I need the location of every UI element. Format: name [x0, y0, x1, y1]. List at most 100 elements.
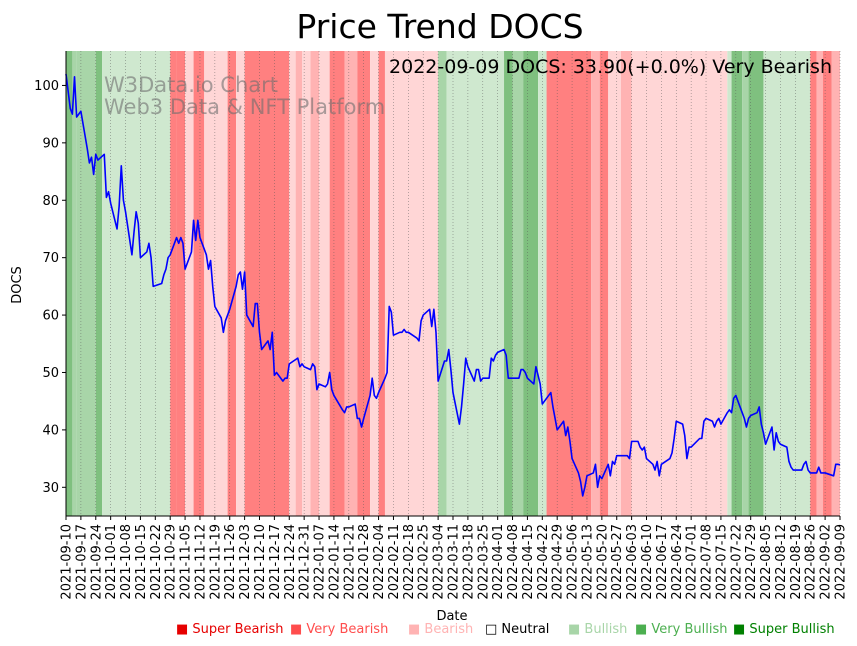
x-tick-label: 2022-08-26 [804, 524, 819, 600]
sentiment-band [810, 51, 817, 516]
sentiment-band [102, 51, 171, 516]
x-tick-label: 2022-03-04 [432, 524, 447, 600]
chart-title: Price Trend DOCS [296, 7, 583, 46]
x-tick-label: 2021-12-10 [253, 524, 268, 600]
x-tick-label: 2022-04-01 [491, 524, 506, 600]
sentiment-band [72, 51, 77, 516]
legend-item: ■ Very Bearish [290, 622, 388, 637]
x-tick-label: 2021-12-17 [268, 524, 283, 600]
sentiment-band [748, 51, 764, 516]
x-tick-label: 2022-01-07 [313, 524, 328, 600]
sentiment-band [302, 51, 311, 516]
x-tick-label: 2022-06-10 [640, 524, 655, 600]
sentiment-band [816, 51, 823, 516]
y-tick-label: 70 [42, 251, 59, 266]
x-tick-label: 2021-12-31 [298, 524, 313, 600]
sentiment-band [608, 51, 621, 516]
x-tick-label: 2022-08-05 [759, 524, 774, 600]
x-tick-label: 2022-05-27 [610, 524, 625, 600]
sentiment-band [244, 51, 251, 516]
sentiment-band [631, 51, 728, 516]
y-axis-ticks: 30 40 50 60 70 80 90 100 [34, 79, 66, 496]
sentiment-band [378, 51, 385, 516]
x-tick-label: 2021-11-19 [208, 524, 223, 600]
x-tick-label: 2022-07-29 [744, 524, 759, 600]
legend-item: ■ Super Bullish [733, 622, 835, 637]
sentiment-band [289, 51, 296, 516]
y-tick-label: 40 [42, 423, 59, 438]
x-tick-label: 2022-06-17 [655, 524, 670, 600]
x-tick-label: 2022-02-18 [402, 524, 417, 600]
sentiment-band [538, 51, 547, 516]
sentiment-band [435, 51, 439, 516]
x-tick-label: 2021-10-15 [134, 524, 149, 600]
x-tick-label: 2022-02-04 [372, 524, 387, 600]
legend-item: ■ Very Bullish [635, 622, 727, 637]
x-tick-label: 2022-03-18 [461, 524, 476, 600]
legend-item: ■ Bullish [568, 622, 627, 637]
y-tick-label: 100 [34, 79, 59, 94]
sentiment-band [504, 51, 513, 516]
sentiment-band [193, 51, 205, 516]
sentiment-band [357, 51, 371, 516]
x-tick-label: 2021-11-12 [193, 524, 208, 600]
x-tick-label: 2021-12-24 [283, 524, 298, 600]
x-tick-label: 2022-04-08 [506, 524, 521, 600]
x-tick-label: 2022-04-15 [521, 524, 536, 600]
sentiment-band [763, 51, 811, 516]
sentiment-band [512, 51, 524, 516]
sentiment-band [446, 51, 505, 516]
sentiment-band [546, 51, 592, 516]
x-tick-label: 2021-12-03 [238, 524, 253, 600]
x-tick-label: 2022-05-20 [595, 524, 610, 600]
y-axis-label: DOCS [10, 266, 25, 304]
x-tick-label: 2022-01-21 [342, 524, 357, 600]
sentiment-band [66, 51, 73, 516]
vertical-gridlines [65, 51, 841, 516]
x-tick-label: 2021-10-08 [119, 524, 134, 600]
sentiment-band [250, 51, 290, 516]
sentiment-band [227, 51, 237, 516]
x-axis-label: Date [436, 609, 467, 624]
y-tick-label: 50 [42, 366, 59, 381]
x-tick-label: 2022-07-08 [700, 524, 715, 600]
y-tick-label: 60 [42, 309, 59, 324]
x-axis-ticks: 2021-09-10 2021-09-17 2021-09-24 2021-10-01… [60, 516, 849, 600]
sentiment-band [319, 51, 330, 516]
x-tick-label: 2022-09-09 [834, 524, 849, 600]
x-tick-label: 2021-10-01 [104, 524, 119, 600]
sentiment-band [822, 51, 832, 516]
x-tick-label: 2022-02-25 [417, 524, 432, 600]
watermark: W3Data.io Chart Web3 Data & NFT Platform [104, 73, 385, 119]
sentiment-band [236, 51, 245, 516]
x-tick-label: 2022-09-02 [819, 524, 834, 600]
sentiment-band [438, 51, 447, 516]
sentiment-band [370, 51, 379, 516]
sentiment-band [170, 51, 177, 516]
price-series [65, 73, 841, 497]
legend-item: □ Neutral [485, 622, 549, 637]
sentiment-band [295, 51, 303, 516]
y-tick-label: 80 [42, 194, 59, 209]
x-tick-label: 2022-03-11 [447, 524, 462, 600]
x-tick-label: 2022-04-22 [536, 524, 551, 600]
x-tick-label: 2021-09-17 [74, 524, 89, 600]
sentiment-band [310, 51, 320, 516]
x-tick-label: 2022-06-24 [670, 524, 685, 600]
status-text: 2022-09-09 DOCS: 33.90(+0.0%) Very Beari… [389, 56, 832, 78]
x-tick-label: 2021-09-10 [60, 524, 75, 600]
x-tick-label: 2022-03-25 [476, 524, 491, 600]
sentiment-band [742, 51, 749, 516]
sentiment-band [329, 51, 345, 516]
y-tick-label: 30 [42, 481, 59, 496]
sentiment-band [176, 51, 186, 516]
series-line-docs [65, 73, 841, 497]
y-tick-label: 90 [42, 136, 59, 151]
sentiment-band [344, 51, 358, 516]
x-tick-label: 2022-07-15 [714, 524, 729, 600]
x-tick-label: 2022-06-03 [625, 524, 640, 600]
sentiment-bands [66, 51, 840, 516]
sentiment-band [76, 51, 96, 516]
sentiment-band [727, 51, 732, 516]
